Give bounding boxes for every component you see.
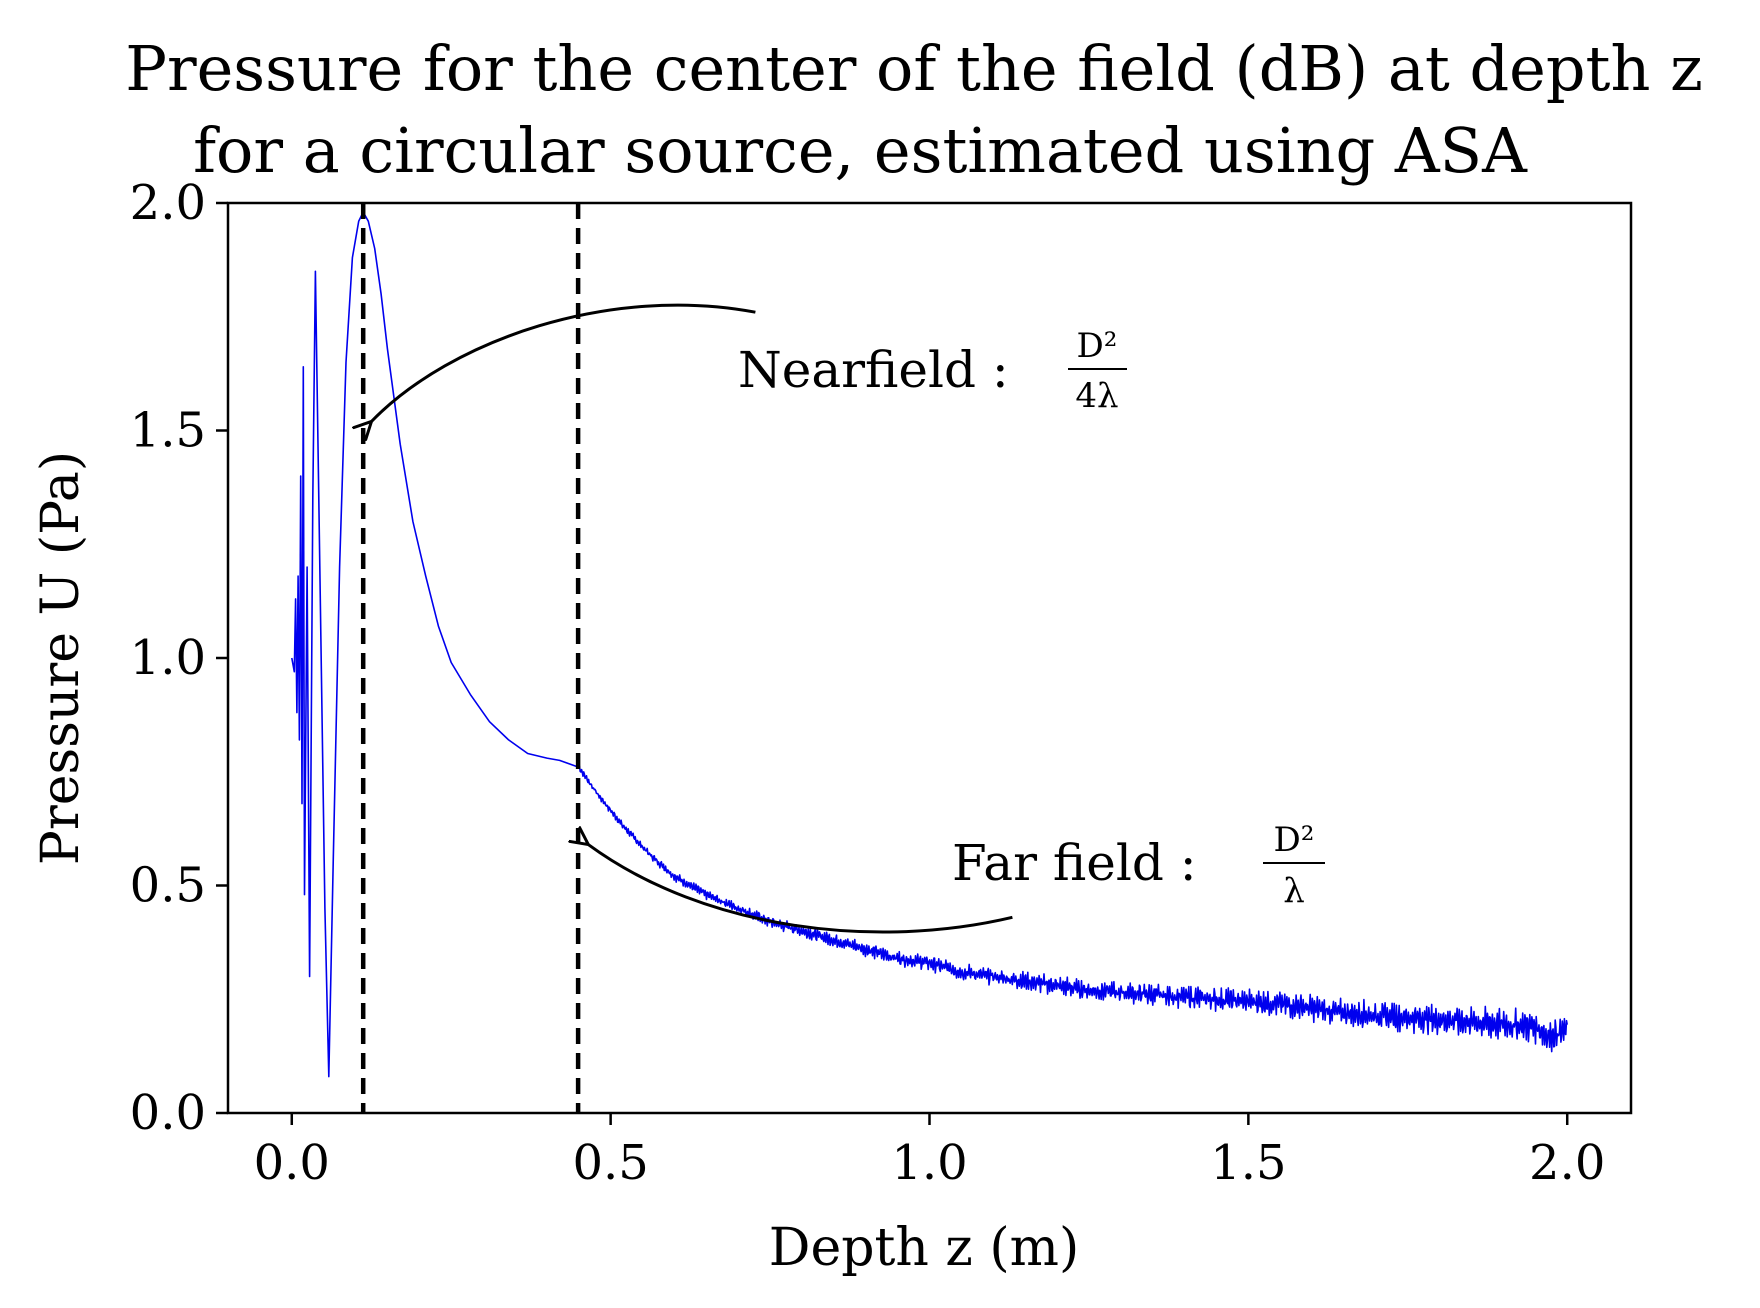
x-axis-label: Depth z (m) (769, 1218, 1079, 1278)
nearfield-formula-denominator: 4λ (1075, 376, 1118, 416)
chart-title-line-2: for a circular source, estimated using A… (193, 114, 1528, 187)
y-tick-label: 0.5 (130, 858, 206, 914)
nearfield-label: Nearfield : (738, 341, 1009, 399)
x-tick-label: 1.0 (891, 1135, 967, 1191)
farfield-arrow (588, 845, 1013, 934)
x-tick-label: 1.5 (1210, 1135, 1286, 1191)
x-tick-label: 0.5 (572, 1135, 648, 1191)
y-axis-label: Pressure U (Pa) (31, 451, 91, 865)
y-tick-label: 1.5 (130, 403, 206, 459)
nearfield-formula-numerator: D² (1077, 326, 1118, 366)
y-tick-label: 0.0 (130, 1085, 206, 1141)
plot-frame (226, 201, 1633, 1115)
y-tick-label: 2.0 (130, 175, 206, 231)
chart-title-line-1: Pressure for the center of the field (dB… (125, 32, 1703, 105)
nearfield-arrow (371, 303, 756, 421)
farfield-formula-denominator: λ (1283, 871, 1305, 911)
farfield-label: Far field : (952, 834, 1197, 892)
y-axis-ticks: 0.0 0.5 1.0 1.5 2.0 (130, 175, 228, 1141)
pressure-series-line (291, 211, 1568, 1078)
x-tick-label: 0.0 (254, 1135, 330, 1191)
x-tick-label: 2.0 (1529, 1135, 1605, 1191)
x-axis-ticks: 0.0 0.5 1.0 1.5 2.0 (254, 1113, 1605, 1191)
y-tick-label: 1.0 (130, 630, 206, 686)
farfield-formula-numerator: D² (1274, 820, 1315, 860)
